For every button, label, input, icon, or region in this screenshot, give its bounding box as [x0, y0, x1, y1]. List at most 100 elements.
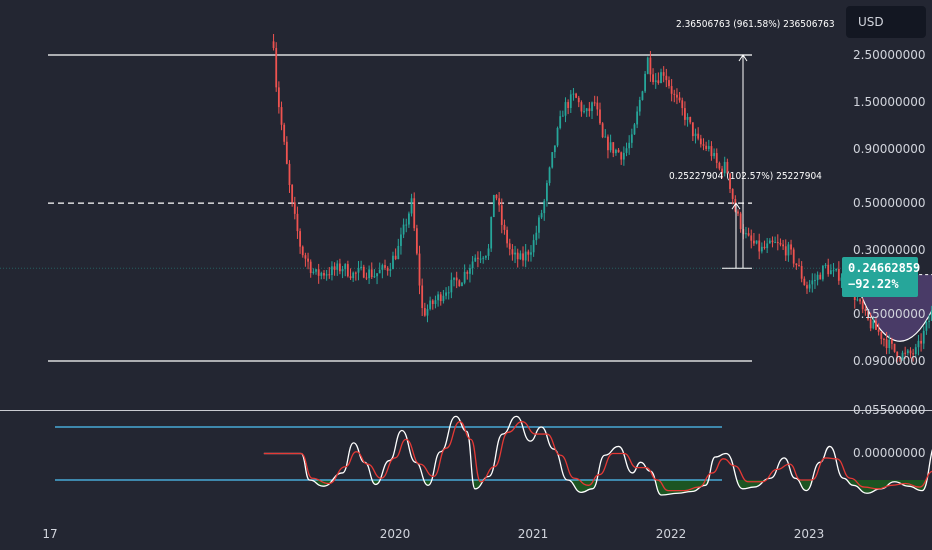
candle-body	[315, 269, 317, 272]
candle-body	[331, 266, 333, 276]
y-tick-label: 2.50000000	[853, 48, 926, 62]
candle-body	[832, 270, 835, 272]
candle-body	[413, 198, 416, 229]
current-price-label: 0.24662859 −92.22%	[842, 257, 921, 297]
candle-body	[925, 321, 928, 331]
candle-body	[519, 253, 522, 260]
candle-body	[684, 108, 686, 120]
candle-body	[617, 149, 620, 153]
candle-body	[609, 142, 612, 151]
x-tick-label: 2023	[794, 527, 825, 541]
candle-body	[782, 244, 784, 247]
candle-body	[293, 202, 296, 214]
candle-body	[272, 41, 275, 49]
price-axis[interactable]: 2.50000000 1.50000000 0.90000000 0.50000000…	[853, 48, 926, 460]
candle-body	[522, 253, 524, 261]
candle-body	[455, 277, 458, 281]
candle-body	[864, 309, 867, 312]
horizontal-lines	[0, 54, 842, 362]
candle-body	[755, 240, 758, 244]
candle-body	[280, 107, 283, 125]
candle-body	[644, 73, 646, 92]
cup-outline	[852, 274, 932, 342]
oscillator-oversold-fill	[263, 480, 932, 496]
candle-body	[498, 198, 501, 206]
candle-body	[591, 102, 593, 112]
candle-body	[837, 268, 840, 281]
candle-body	[697, 133, 700, 139]
candle-body	[328, 274, 331, 276]
candle-body	[506, 229, 508, 244]
candle-body	[453, 277, 455, 280]
candle-body	[822, 265, 824, 280]
x-tick-label: 17	[42, 527, 57, 541]
candle-body	[636, 111, 639, 125]
currency-button[interactable]: USD	[846, 6, 926, 38]
candle-body	[275, 48, 278, 88]
candle-body	[920, 340, 922, 344]
candle-body	[442, 295, 445, 302]
oscillator-k-line	[263, 415, 932, 496]
candle-body	[426, 308, 429, 316]
candle-body	[737, 211, 739, 214]
candle-body	[466, 271, 469, 274]
candle-body	[745, 233, 747, 235]
candle-body	[731, 188, 734, 199]
candle-body	[559, 116, 562, 128]
current-price-value: 0.24662859	[848, 261, 921, 275]
candle-body	[402, 224, 405, 235]
candle-body	[540, 213, 543, 218]
candle-body	[386, 267, 389, 271]
candle-body	[370, 269, 373, 278]
candle-body	[514, 252, 516, 255]
candle-body	[553, 145, 556, 153]
candle-body	[930, 310, 932, 321]
candle-body	[516, 252, 519, 260]
candle-body	[718, 162, 721, 169]
time-axis[interactable]: 17202020212022202320242025	[42, 527, 932, 541]
candle-body	[585, 108, 588, 112]
candle-body	[835, 268, 838, 271]
candle-body	[495, 194, 498, 199]
candle-body	[604, 136, 607, 138]
candle-body	[458, 280, 461, 287]
candle-body	[906, 350, 909, 354]
candle-body	[676, 94, 678, 98]
candle-body	[747, 233, 750, 236]
candle-body	[320, 273, 323, 276]
candle-body	[599, 109, 601, 124]
candle-body	[556, 127, 559, 146]
candle-body	[543, 200, 546, 214]
candle-body	[450, 279, 453, 293]
candle-body	[490, 217, 493, 249]
candle-body	[726, 161, 729, 174]
candle-body	[445, 292, 447, 296]
candle-body	[705, 145, 708, 149]
candle-body	[394, 255, 397, 260]
candle-body	[904, 352, 907, 354]
candle-body	[699, 138, 702, 145]
candle-body	[753, 240, 755, 244]
candle-body	[405, 224, 408, 226]
candle-body	[811, 280, 814, 285]
candle-body	[678, 97, 681, 101]
candle-body	[766, 243, 769, 249]
candle-body	[615, 149, 617, 154]
candle-body	[360, 266, 363, 269]
oscillator-d-line	[263, 421, 932, 492]
candle-body	[856, 299, 859, 301]
candle-body	[909, 350, 912, 354]
candle-body	[418, 253, 421, 286]
candle-body	[508, 243, 511, 250]
oversold-area	[263, 480, 932, 496]
candle-body	[378, 269, 381, 274]
candle-body	[814, 280, 816, 282]
candle-body	[392, 255, 394, 270]
candle-body	[373, 276, 376, 278]
candle-body	[362, 266, 365, 278]
candle-body	[524, 251, 527, 261]
candle-body	[928, 320, 930, 322]
candle-body	[880, 331, 883, 339]
candle-body	[317, 269, 320, 276]
